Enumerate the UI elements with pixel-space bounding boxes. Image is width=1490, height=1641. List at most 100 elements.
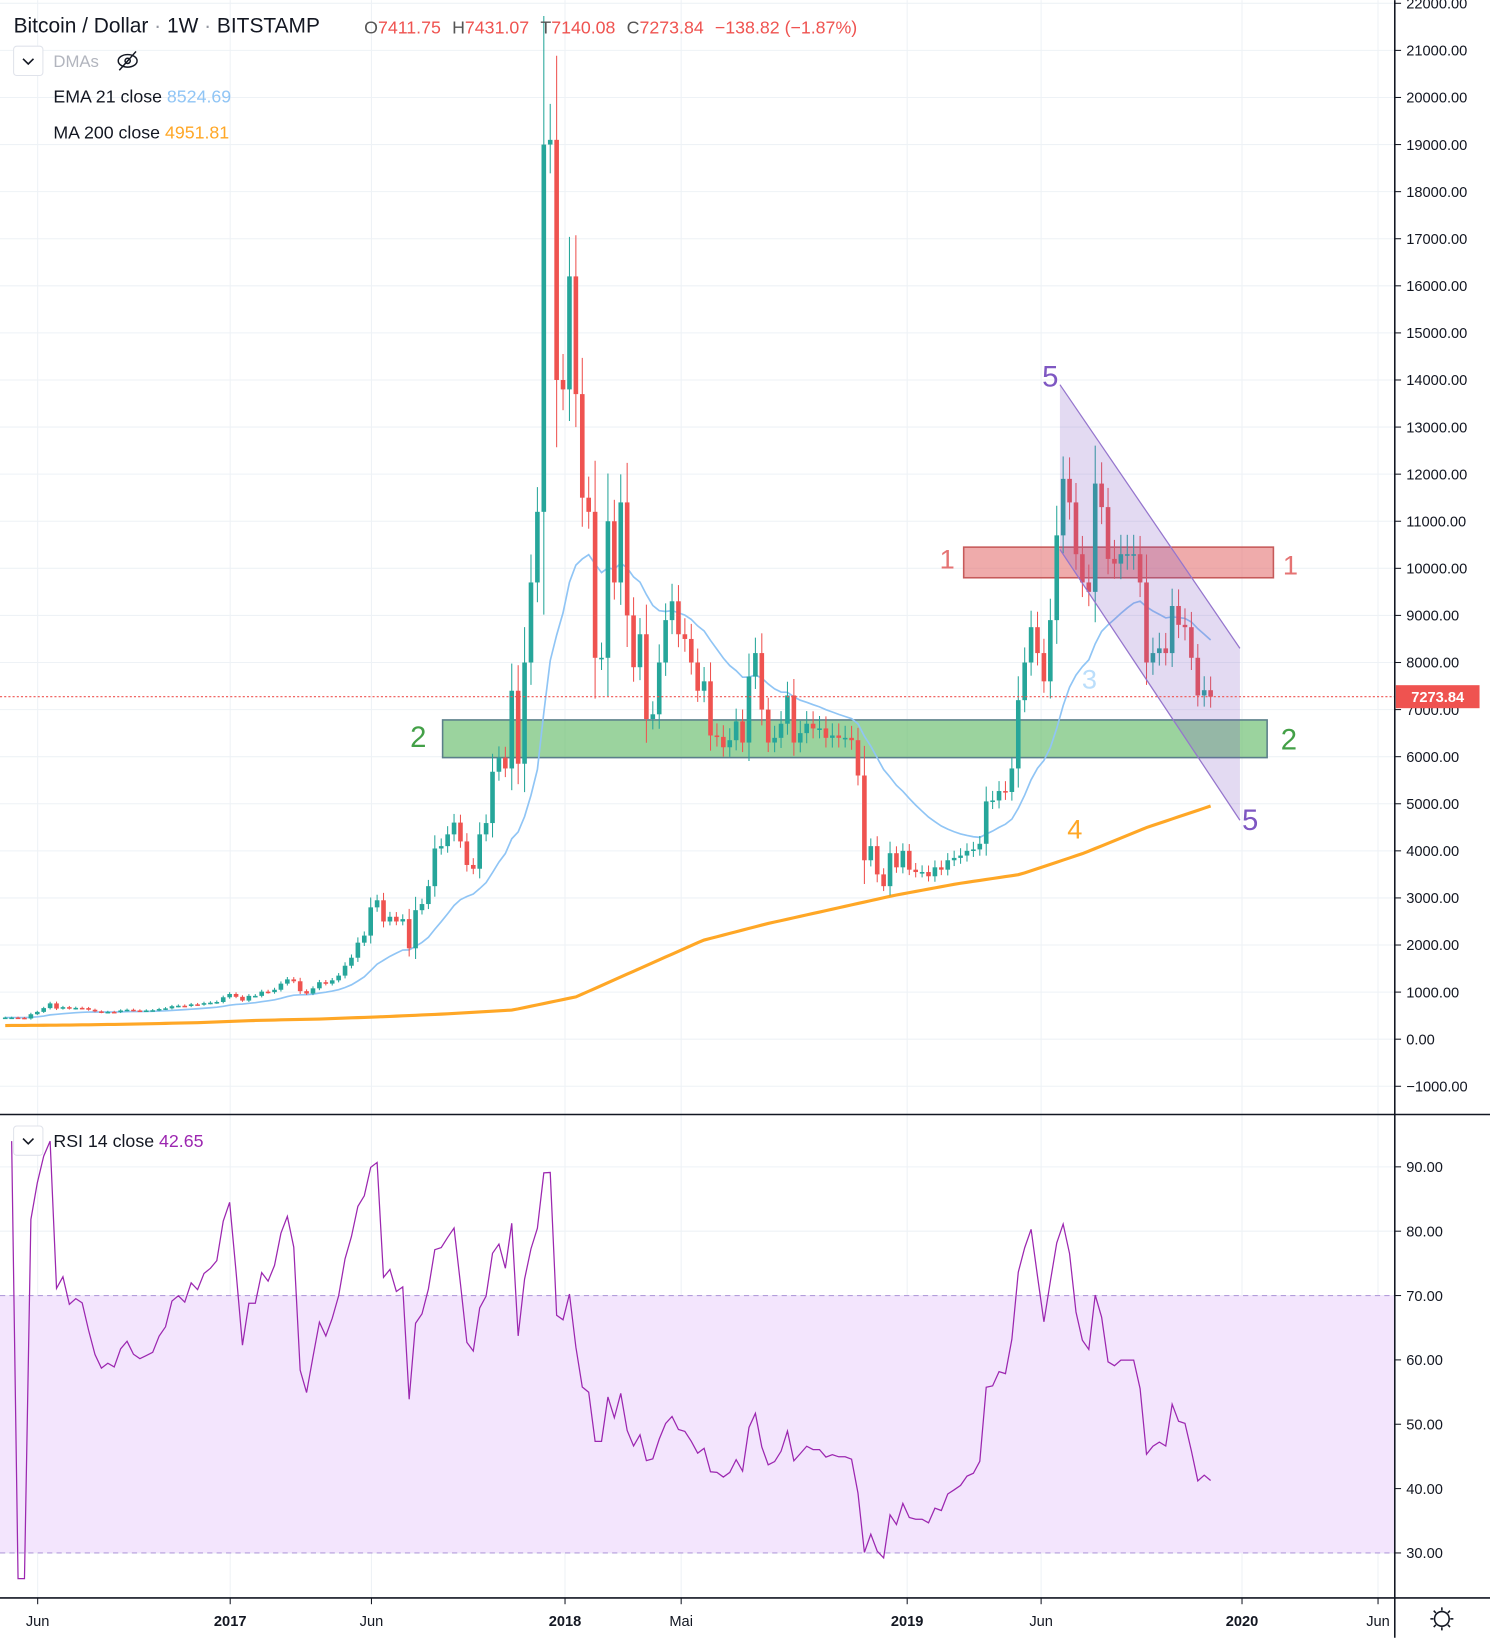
candle-body	[432, 848, 438, 887]
candle	[855, 727, 861, 786]
candle	[663, 603, 668, 676]
candle	[842, 725, 848, 748]
candle-body	[118, 1010, 123, 1013]
candle-body	[990, 800, 995, 803]
price-tick-label: 15000.00	[1406, 326, 1467, 342]
candle	[1124, 534, 1130, 570]
candle-body	[881, 874, 886, 887]
candle-body	[1105, 507, 1111, 559]
candle	[971, 841, 976, 857]
collapse-indicators-button[interactable]	[13, 45, 44, 77]
candle-body	[688, 638, 694, 663]
candle	[509, 663, 515, 791]
candle	[9, 1016, 14, 1020]
time-tick-label: 2017	[214, 1614, 247, 1630]
candle	[618, 474, 624, 605]
candle-body	[413, 910, 418, 949]
candle	[797, 720, 803, 753]
candle-body	[124, 1009, 130, 1012]
candle	[862, 745, 867, 884]
price-tick-label: 2000.00	[1406, 938, 1459, 954]
candle-body	[1060, 478, 1066, 536]
rsi-tick-label: 60.00	[1406, 1353, 1443, 1369]
candle	[650, 701, 656, 730]
zone2-label-right: 2	[1281, 723, 1297, 756]
candle-body	[490, 771, 495, 824]
price-tick-label: 10000.00	[1406, 562, 1467, 578]
candle	[304, 989, 309, 995]
candle-body	[1124, 554, 1130, 556]
hidden-eye-icon[interactable]	[117, 50, 138, 71]
candle	[1105, 487, 1111, 575]
candle-body	[701, 681, 707, 691]
ma-value: 4951.81	[165, 122, 229, 142]
candle	[265, 989, 271, 994]
rsi-tick-label: 30.00	[1406, 1546, 1443, 1562]
candle-body	[939, 867, 944, 870]
candle-body	[932, 867, 938, 877]
candle-body	[1195, 657, 1201, 696]
candle-body	[830, 735, 835, 738]
candle-body	[361, 935, 367, 943]
price-tick-label: 1000.00	[1406, 985, 1459, 1001]
candle-body	[1144, 582, 1149, 663]
time-axis-labels[interactable]: Jun 2017 Jun 2018 Mai 2019 Jun 2020 Jun	[26, 1597, 1390, 1630]
price-axis-labels: 22000.00 21000.00 20000.00 19000.00 18000.00…	[1394, 0, 1468, 1096]
candle-body	[1189, 627, 1194, 658]
candle	[67, 1005, 72, 1010]
candle	[983, 786, 989, 856]
candle-body	[1086, 582, 1092, 592]
candle-body	[131, 1009, 136, 1012]
candle-body	[163, 1008, 168, 1010]
candle	[515, 665, 521, 785]
rsi-legend[interactable]: RSI 14 close 42.65	[53, 1131, 203, 1151]
candle-body	[714, 735, 720, 738]
ma200-line	[5, 804, 1212, 1028]
settings-icon[interactable]	[1430, 1607, 1454, 1631]
ema-legend[interactable]: EMA 21 close 8524.69	[53, 87, 231, 107]
candle-body	[1080, 554, 1085, 583]
candle	[1035, 611, 1040, 666]
collapse-rsi-button[interactable]	[13, 1125, 44, 1156]
candle-body	[1035, 627, 1040, 654]
candle-body	[464, 841, 470, 865]
price-tick-label: 8000.00	[1406, 656, 1459, 672]
candle	[291, 977, 297, 984]
candle-body	[1176, 605, 1181, 625]
candle	[503, 746, 508, 778]
candle-body	[438, 846, 444, 849]
candle	[830, 723, 835, 748]
candle-body	[265, 991, 271, 994]
candle-body	[419, 904, 425, 911]
candle-body	[573, 276, 579, 395]
candle	[746, 653, 752, 762]
ohlc-values: O7411.75 H7431.07 T7140.08 C7273.84 −138…	[364, 18, 857, 38]
wave3-label: 3	[1082, 664, 1097, 695]
time-tick-label: Mai	[669, 1614, 693, 1630]
chart-title[interactable]: Bitcoin / Dollar · 1W · BITSTAMP	[14, 15, 320, 38]
candle	[612, 499, 617, 600]
candle	[374, 894, 380, 912]
ma-legend[interactable]: MA 200 close 4951.81	[53, 122, 229, 142]
candle-body	[817, 728, 822, 730]
candle-body	[92, 1009, 98, 1012]
candle-body	[297, 981, 303, 992]
candle-body	[240, 996, 245, 1001]
candle	[682, 618, 688, 652]
candle-body	[317, 982, 322, 989]
candle	[426, 879, 431, 910]
candle	[34, 1010, 40, 1016]
candle	[47, 1001, 53, 1010]
indicator-group-label[interactable]: DMAs	[53, 52, 99, 71]
candle	[669, 583, 675, 635]
candle-body	[188, 1004, 194, 1006]
candle-body	[86, 1008, 91, 1010]
candle	[1060, 456, 1066, 554]
candle	[727, 728, 733, 757]
candle	[900, 843, 906, 874]
candle	[278, 981, 284, 992]
candle-body	[618, 502, 624, 583]
candle	[881, 868, 886, 892]
candle-body	[1137, 554, 1143, 583]
